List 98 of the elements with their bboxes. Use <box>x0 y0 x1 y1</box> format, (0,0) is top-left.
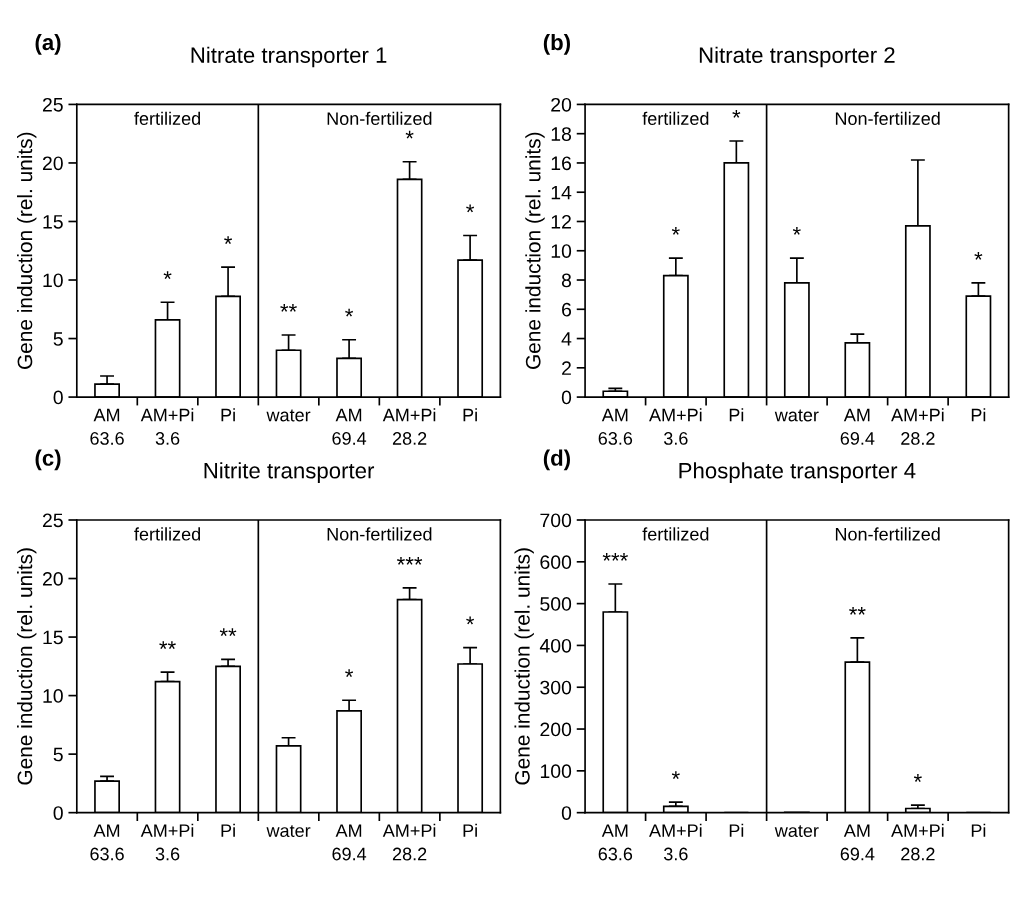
data-label: *** <box>602 552 628 561</box>
x-tick-label: AM 63.6 <box>598 408 633 445</box>
y-tick-label: 18 <box>551 127 572 141</box>
data-label: * <box>974 251 983 260</box>
data-label: *** <box>396 556 423 565</box>
y-tick-label: 600 <box>540 555 572 570</box>
x-tick-label: AM 63.6 <box>90 408 124 445</box>
y-tick-label: 10 <box>43 273 63 288</box>
data-label: * <box>792 227 801 235</box>
y-tick-label: 200 <box>540 722 572 737</box>
y-tick-label: 2 <box>562 361 571 375</box>
y-tick-label: 10 <box>43 689 63 703</box>
data-label: ** <box>219 628 237 637</box>
y-tick-label: 20 <box>551 97 572 112</box>
x-tick-label: Pi <box>971 823 986 837</box>
y-tick-label: 500 <box>540 597 572 611</box>
y-tick-label: 400 <box>539 638 572 653</box>
x-tick-label: Pi <box>463 408 477 422</box>
data-label: * <box>224 236 233 244</box>
y-tick-label: 5 <box>53 332 63 346</box>
y-tick-label: 6 <box>562 302 572 317</box>
x-tick-label: AM 69.4 <box>332 824 367 861</box>
x-tick-label: Pi <box>729 408 744 422</box>
x-tick-label: AM+Pi 28.2 <box>382 408 436 445</box>
y-tick-label: 20 <box>42 572 63 586</box>
chart-title: Phosphate transporter 4 <box>679 462 916 483</box>
annotation: Non-fertilized <box>327 111 432 125</box>
data-label: * <box>466 204 475 213</box>
y-tick-label: 0 <box>561 806 572 820</box>
x-tick-label: AM+Pi 3.6 <box>649 823 702 861</box>
annotation: fertilized <box>134 527 201 541</box>
y-tick-label: 100 <box>540 764 572 779</box>
data-label: * <box>466 616 475 625</box>
y-tick-label: 14 <box>551 185 572 200</box>
text: (b) <box>543 33 570 55</box>
x-tick-label: AM 69.4 <box>840 408 875 445</box>
x-tick-label: AM+Pi 3.6 <box>649 408 702 445</box>
y-tick-label: 15 <box>43 630 63 645</box>
data-label: * <box>345 308 354 317</box>
x-tick-label: AM 69.4 <box>332 408 367 445</box>
x-tick-label: water <box>774 825 819 838</box>
x-tick-label: AM+Pi 3.6 <box>140 408 194 445</box>
y-tick-label: 25 <box>42 513 63 528</box>
chart-title: Nitrite transporter <box>204 462 375 483</box>
data-label: * <box>405 130 414 139</box>
x-tick-label: AM+Pi 28.2 <box>891 823 944 861</box>
y-tick-label: 25 <box>42 97 63 112</box>
annotation: Non-fertilized <box>835 527 940 541</box>
data-label: * <box>671 771 680 779</box>
text: (a) <box>35 33 61 55</box>
y-tick-label: 8 <box>561 273 572 288</box>
x-tick-label: water <box>266 825 311 838</box>
y-axis-title: Gene induction (rel. units) <box>514 548 534 785</box>
x-tick-label: Pi <box>221 408 235 422</box>
annotation: Non-fertilized <box>327 527 432 541</box>
x-tick-label: water <box>266 409 311 422</box>
x-tick-label: AM 69.4 <box>840 824 875 861</box>
y-tick-label: 0 <box>53 806 63 820</box>
data-label: ** <box>280 304 297 312</box>
data-label: ** <box>849 606 866 615</box>
text: (c) <box>35 449 61 471</box>
y-tick-label: 700 <box>540 513 572 528</box>
data-label: * <box>671 227 680 235</box>
x-tick-label: AM+Pi 3.6 <box>140 823 194 861</box>
data-label: * <box>732 109 741 118</box>
y-tick-label: 0 <box>53 390 63 405</box>
y-axis-title: Gene induction (rel. units) <box>17 132 37 369</box>
x-tick-label: water <box>774 409 819 422</box>
annotation: fertilized <box>642 111 709 125</box>
x-tick-label: Pi <box>729 823 744 837</box>
data-label: * <box>913 774 922 782</box>
chart-title: Nitrate transporter 1 <box>191 46 387 68</box>
x-tick-label: AM 63.6 <box>90 824 124 861</box>
x-tick-label: AM+Pi 28.2 <box>891 408 944 445</box>
x-tick-label: Pi <box>221 823 235 837</box>
y-axis-title: Gene induction (rel. units) <box>17 548 37 785</box>
data-label: * <box>163 271 172 280</box>
y-tick-label: 300 <box>540 680 572 695</box>
x-tick-label: AM+Pi 28.2 <box>382 823 436 861</box>
annotation: fertilized <box>642 527 709 541</box>
data-label: * <box>345 669 354 678</box>
y-tick-label: 0 <box>561 390 572 405</box>
x-tick-label: Pi <box>971 408 986 422</box>
y-tick-label: 5 <box>53 747 63 762</box>
chart-title: Nitrate transporter 2 <box>699 46 895 68</box>
x-tick-label: AM 63.6 <box>598 824 633 861</box>
data-label: ** <box>159 641 176 649</box>
y-tick-label: 20 <box>42 156 63 171</box>
y-tick-label: 16 <box>551 156 572 171</box>
y-axis-title: Gene induction (rel. units) <box>525 132 545 369</box>
y-tick-label: 15 <box>43 215 63 229</box>
annotation: fertilized <box>134 111 201 125</box>
y-tick-label: 10 <box>551 244 572 258</box>
x-tick-label: Pi <box>463 823 477 837</box>
text: (d) <box>543 449 570 471</box>
annotation: Non-fertilized <box>835 111 940 125</box>
y-tick-label: 4 <box>561 332 572 346</box>
y-tick-label: 12 <box>551 214 571 229</box>
